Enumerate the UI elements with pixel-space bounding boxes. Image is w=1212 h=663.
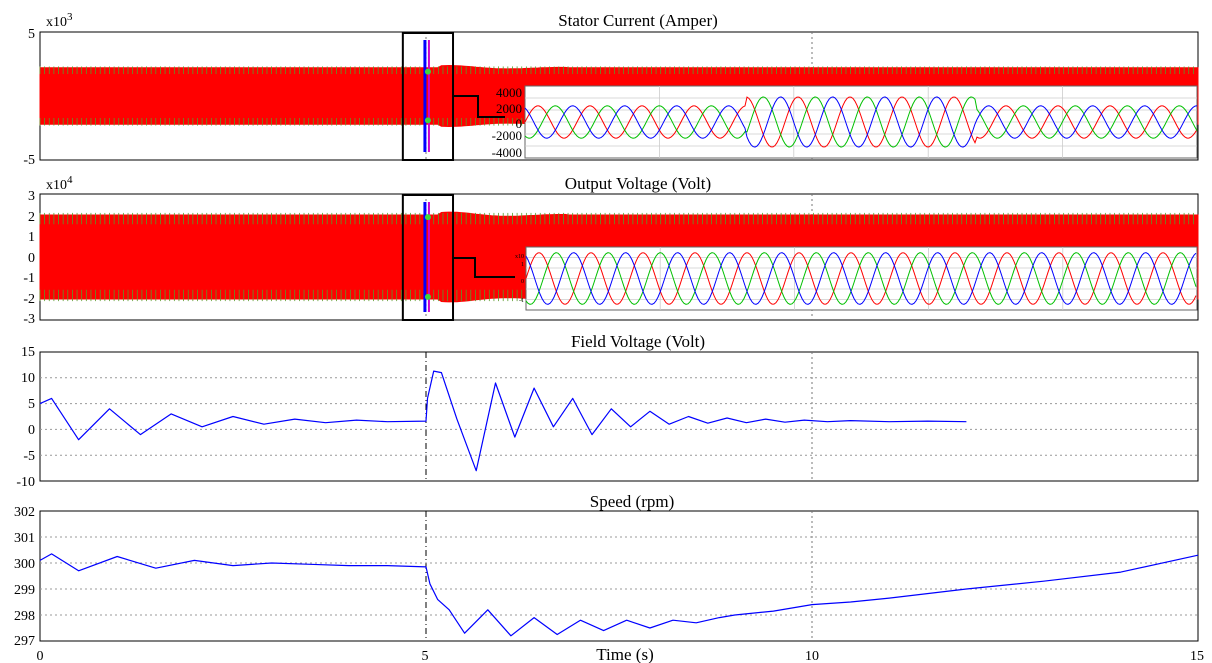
inset-y-tick-label: -4000 xyxy=(492,145,522,160)
voltage-inset-y-ticks: x10 1 0 -1 xyxy=(515,254,524,304)
three-phase-inset xyxy=(524,85,1198,159)
inset-y-tick-label: 4000 xyxy=(496,85,522,100)
y-tick-label: 301 xyxy=(14,531,35,546)
y-tick-label: 299 xyxy=(14,583,35,598)
field-voltage-title: Field Voltage (Volt) xyxy=(571,332,705,351)
series-line xyxy=(39,553,1199,637)
series-line xyxy=(39,370,967,472)
y-tick-label: 5 xyxy=(28,27,35,42)
y-tick-label: -10 xyxy=(16,475,35,490)
phase-waveform xyxy=(525,252,1197,305)
stator-current-title: Stator Current (Amper) xyxy=(558,11,718,30)
y-tick-label: 15 xyxy=(21,345,35,360)
green-marker xyxy=(424,293,431,300)
y-tick-label: 302 xyxy=(14,505,35,520)
y-tick-label: -1 xyxy=(23,271,35,286)
phase-waveform xyxy=(524,96,1198,148)
y-tick-label: 3 xyxy=(28,189,35,204)
y-tick-label: 300 xyxy=(14,557,35,572)
green-marker xyxy=(424,68,431,75)
x-tick-label: 10 xyxy=(805,649,819,663)
x-tick-label: 15 xyxy=(1190,649,1204,663)
x-tick-label: 0 xyxy=(37,649,44,663)
inset-connector xyxy=(453,95,505,118)
three-phase-inset xyxy=(525,246,1198,311)
stator-inset-y-ticks: 4000 2000 0 -2000 -4000 xyxy=(492,85,522,160)
plot-frame xyxy=(39,351,1199,482)
phase-waveform xyxy=(525,252,1197,305)
speed-title: Speed (rpm) xyxy=(590,492,675,511)
x-ticks: 0 5 10 15 xyxy=(37,649,1205,663)
y-tick-label: 0 xyxy=(28,251,35,266)
y-tick-label: 1 xyxy=(28,230,35,245)
y-tick-label: 0 xyxy=(28,423,35,438)
inset-y-tick-label: 0 xyxy=(516,116,523,131)
x-axis-label: Time (s) xyxy=(596,645,653,663)
inset-y-tick-label: -2000 xyxy=(492,128,522,143)
green-marker xyxy=(424,214,431,221)
y-tick-label: -2 xyxy=(23,292,35,307)
stator-scale-label: x103 xyxy=(46,11,73,30)
green-marker xyxy=(424,117,431,124)
phase-waveform xyxy=(525,252,1197,305)
output-voltage-title: Output Voltage (Volt) xyxy=(565,174,711,193)
inset-y-tick-label: 0 xyxy=(521,279,524,285)
waveform-peaks xyxy=(39,212,1194,302)
y-tick-label: 10 xyxy=(21,371,35,386)
y-tick-label: -5 xyxy=(23,449,35,464)
inset-y-tick-label: -1 xyxy=(519,298,524,304)
voltage-scale-label: x104 xyxy=(46,174,73,193)
inset-connector xyxy=(453,257,515,278)
y-tick-label: 2 xyxy=(28,210,35,225)
voltage-y-ticks: 3 2 1 0 -1 -2 -3 xyxy=(23,189,35,327)
inset-y-tick-label: 1 xyxy=(521,262,524,268)
phase-waveform xyxy=(524,96,1198,148)
y-tick-label: 297 xyxy=(14,634,35,649)
y-tick-label: -5 xyxy=(23,153,35,168)
x-tick-label: 5 xyxy=(422,649,429,663)
inset-y-tick-label: 2000 xyxy=(496,101,522,116)
inset-grid xyxy=(526,247,1197,310)
inset-grid xyxy=(525,86,1197,158)
speed-y-ticks: 302 301 300 299 298 297 xyxy=(14,505,35,649)
phase-waveform xyxy=(524,96,1198,148)
y-tick-label: 5 xyxy=(28,397,35,412)
stator-y-ticks: 5 -5 xyxy=(23,27,35,168)
plot-panels xyxy=(39,31,1199,642)
inset-y-tick-label: x10 xyxy=(515,254,524,260)
plot-frame xyxy=(39,510,1199,642)
y-tick-label: -3 xyxy=(23,312,35,327)
y-tick-label: 298 xyxy=(14,609,35,624)
field-y-ticks: 15 10 5 0 -5 -10 xyxy=(16,345,35,490)
